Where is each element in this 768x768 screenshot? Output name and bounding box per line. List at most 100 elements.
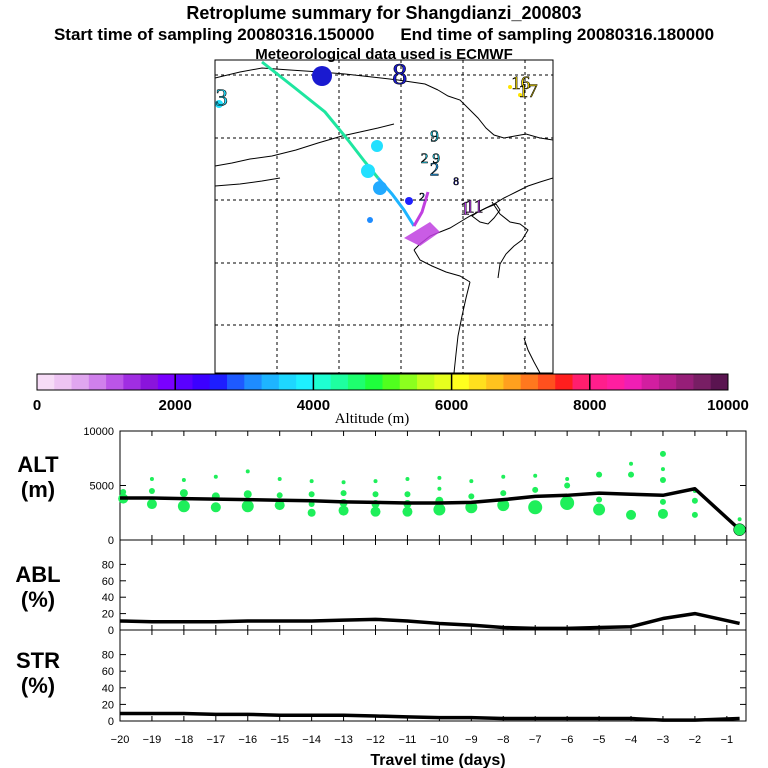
altitude-point <box>338 505 349 516</box>
altitude-point <box>308 491 315 498</box>
x-tick-label: −16 <box>238 734 257 746</box>
x-tick-label: −17 <box>206 734 225 746</box>
y-tick-label: 10000 <box>83 426 114 438</box>
altitude-point <box>465 501 478 514</box>
altitude-point <box>468 493 475 500</box>
y-tick-label: 60 <box>102 576 114 588</box>
altitude-point <box>149 476 154 481</box>
panel-frame <box>119 539 747 631</box>
colorbar-swatch <box>468 374 487 390</box>
colorbar-tick-label: 10000 <box>707 397 749 414</box>
altitude-point <box>177 500 190 513</box>
colorbar-swatch <box>399 374 418 390</box>
altitude-point <box>657 508 668 519</box>
colorbar-tick-label: 2000 <box>159 397 192 414</box>
altitude-point <box>372 491 379 498</box>
colorbar-swatch <box>417 374 435 390</box>
x-tick-label: −3 <box>657 734 670 746</box>
altitude-point <box>560 495 575 510</box>
panel-title: STR <box>16 648 60 673</box>
release-point <box>733 523 746 536</box>
altitude-point <box>532 486 539 493</box>
x-tick-label: −12 <box>366 734 385 746</box>
panel-title: ABL <box>15 562 60 587</box>
altitude-point <box>274 500 285 511</box>
map-label: 1 <box>460 198 470 219</box>
y-tick-label: 5000 <box>90 481 114 493</box>
colorbar-swatch <box>37 374 55 390</box>
colorbar-swatch <box>572 374 591 390</box>
altitude-point <box>277 476 282 481</box>
map-label: 17 <box>519 81 538 102</box>
colorbar-swatch <box>434 374 453 390</box>
colorbar-swatch <box>486 374 504 390</box>
colorbar-swatch <box>123 374 142 390</box>
altitude-point <box>437 475 442 480</box>
colorbar-swatch <box>451 374 470 390</box>
altitude-point <box>659 450 666 457</box>
panel-alt: 0 5000 10000 ALT(m) <box>17 426 747 547</box>
altitude-point <box>243 490 252 499</box>
x-tick-label: −15 <box>270 734 289 746</box>
series-line <box>119 611 740 631</box>
panel-abl: 0 20 40 60 80 ABL(%) <box>15 539 747 637</box>
colorbar-swatch <box>106 374 124 390</box>
colorbar-title: Altitude (m) <box>335 411 410 427</box>
altitude-point <box>593 503 606 516</box>
x-tick-label: −11 <box>399 734 417 746</box>
chart-title: Retroplume summary for Shangdianzi_20080… <box>186 3 582 23</box>
altitude-point <box>533 473 538 478</box>
end-time-label: End time of sampling 20080316.180000 <box>400 25 715 44</box>
x-tick-label: −14 <box>302 734 321 746</box>
colorbar-swatch <box>227 374 245 390</box>
colorbar-swatch <box>278 374 297 390</box>
altitude-point <box>213 474 218 479</box>
x-tick-label: −13 <box>334 734 353 746</box>
colorbar-swatch <box>209 374 228 390</box>
altitude-point <box>497 499 510 512</box>
y-tick-label: 0 <box>108 625 114 637</box>
colorbar-swatch <box>244 374 263 390</box>
colorbar-swatch <box>503 374 522 390</box>
colorbar-swatch <box>175 374 193 390</box>
x-tick-label: −19 <box>143 734 162 746</box>
panel-title: ALT <box>17 452 59 477</box>
altitude-point <box>565 476 570 481</box>
map-label: 2 <box>430 160 440 181</box>
map-gridlines <box>215 60 553 373</box>
altitude-point <box>373 479 378 484</box>
altitude-point <box>340 490 347 497</box>
map-label: 2 <box>421 150 429 167</box>
altitude-colorbar: 0 2000 4000 6000 8000 10000 <box>33 373 749 414</box>
panel-str: 0 20 40 60 80 STR(%) −20 −19 −18 −17 −16 −15 −14 −13 −… <box>16 629 747 746</box>
colorbar-tick-label: 6000 <box>435 397 468 414</box>
altitude-point <box>469 479 474 484</box>
altitude-point <box>181 478 186 483</box>
altitude-point <box>307 508 316 517</box>
panel-unit: (%) <box>21 587 55 612</box>
colorbar-swatch <box>347 374 366 390</box>
altitude-point <box>660 467 665 472</box>
altitude-point <box>737 517 742 522</box>
colorbar-swatch <box>537 374 556 390</box>
map-label: 11 <box>465 196 483 217</box>
series-line <box>120 711 740 722</box>
colorbar-tick-label: 0 <box>33 397 41 414</box>
colorbar-swatch <box>330 374 349 390</box>
altitude-point <box>437 486 442 491</box>
altitude-point <box>528 500 543 515</box>
x-tick-label: −4 <box>625 734 638 746</box>
release-plume <box>404 222 440 246</box>
colorbar-swatch <box>140 374 159 390</box>
colorbar-swatch <box>658 374 677 390</box>
colorbar-frame <box>36 373 729 391</box>
x-tick-label: −18 <box>175 734 194 746</box>
map-label: 3 <box>215 84 227 111</box>
colorbar-swatch <box>296 374 314 390</box>
altitude-point <box>241 500 254 513</box>
map-label: 16 <box>511 73 530 94</box>
altitude-point <box>341 480 346 485</box>
altitude-point <box>691 511 698 518</box>
